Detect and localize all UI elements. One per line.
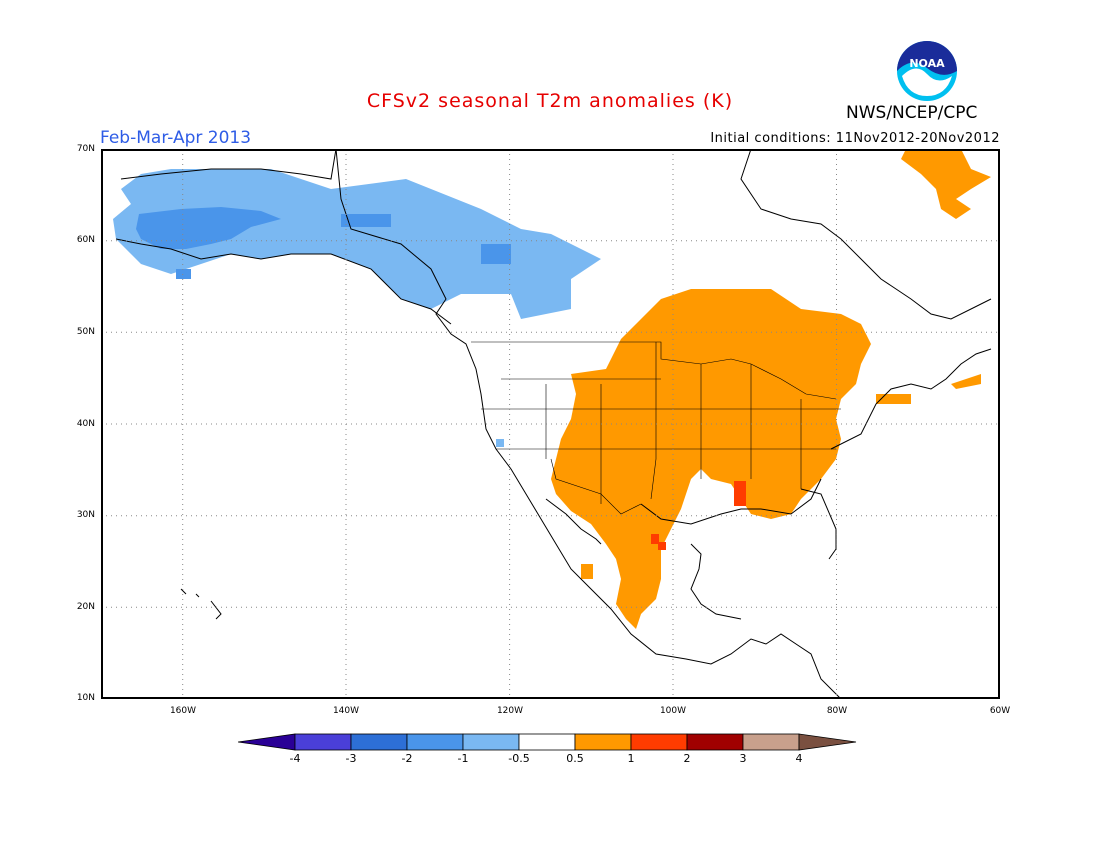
cold-anomaly-areas	[113, 169, 601, 447]
colorbar-tick-label: -3	[345, 752, 357, 765]
lat-label: 30N	[76, 510, 95, 520]
colorbar-cell	[574, 733, 632, 751]
lat-lon-grid	[101, 149, 1000, 699]
map-frame	[101, 149, 1000, 699]
colorbar-tick-label: 2	[683, 752, 691, 765]
lon-label: 160W	[169, 706, 197, 716]
forecast-period: Feb-Mar-Apr 2013	[100, 128, 252, 148]
colorbar-tick-label: 4	[795, 752, 803, 765]
lon-label: 60W	[989, 706, 1011, 716]
anomaly-map	[101, 149, 1000, 699]
colorbar-cell	[462, 733, 520, 751]
lon-label: 120W	[496, 706, 524, 716]
lon-label: 80W	[826, 706, 848, 716]
colorbar-cell	[294, 733, 352, 751]
colorbar-tick-label: -4	[289, 752, 301, 765]
colorbar-cell	[406, 733, 464, 751]
logo-text: NOAA	[909, 57, 945, 70]
coastlines	[115, 149, 992, 699]
map-title: CFSv2 seasonal T2m anomalies (K)	[366, 90, 734, 112]
agency-label: NWS/NCEP/CPC	[846, 103, 978, 123]
colorbar-tick-label: -0.5	[508, 752, 530, 765]
lat-label: 50N	[76, 327, 95, 337]
colorbar-tick-label: 3	[739, 752, 747, 765]
colorbar-tick-label: -2	[401, 752, 413, 765]
lat-label: 70N	[76, 144, 95, 154]
colorbar-tick-label: 0.5	[566, 752, 584, 765]
lat-label: 40N	[76, 419, 95, 429]
color-scale-bar	[238, 733, 857, 751]
lon-label: 140W	[332, 706, 360, 716]
initial-conditions: Initial conditions: 11Nov2012-20Nov2012	[710, 131, 1000, 146]
colorbar-tick-label: -1	[457, 752, 469, 765]
colorbar-cell	[630, 733, 688, 751]
colorbar-arrow-low	[238, 733, 296, 751]
lat-label: 10N	[76, 693, 95, 703]
colorbar-cell	[686, 733, 744, 751]
state-borders	[471, 341, 841, 515]
colorbar-cell	[742, 733, 800, 751]
lon-label: 100W	[659, 706, 687, 716]
lat-label: 60N	[76, 235, 95, 245]
colorbar-cell	[518, 733, 576, 751]
colorbar-arrow-high	[798, 733, 857, 751]
lat-label: 20N	[76, 602, 95, 612]
warm-anomaly-areas	[551, 149, 991, 629]
noaa-logo: NOAA	[897, 41, 957, 101]
colorbar-tick-label: 1	[627, 752, 635, 765]
colorbar-cell	[350, 733, 408, 751]
